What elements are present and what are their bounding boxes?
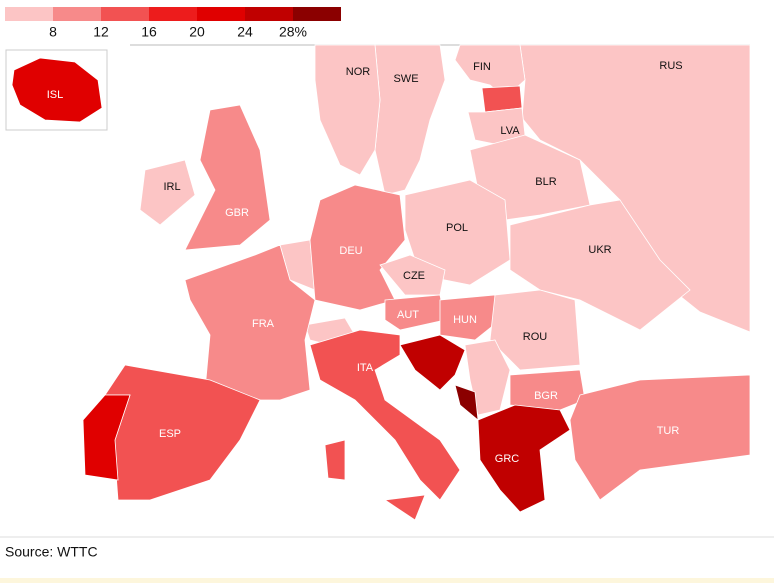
country-label: FRA (252, 318, 275, 330)
country-shape (139, 159, 196, 226)
country-label: ISL (47, 89, 64, 101)
country-label: ESP (159, 428, 181, 440)
legend: 8 12 16 20 24 28% (5, 7, 341, 40)
legend-tick-label: 24 (237, 24, 253, 40)
country-label: HUN (453, 314, 477, 326)
country-shape (324, 439, 346, 481)
legend-tick-label: 16 (141, 24, 157, 40)
legend-swatch (197, 7, 245, 21)
country-shape (489, 289, 581, 371)
country-shape (82, 394, 131, 481)
country-shape (314, 44, 381, 176)
country-label: DEU (339, 245, 362, 257)
legend-swatch (149, 7, 197, 21)
country-label: NOR (346, 66, 371, 78)
country-shape (11, 57, 103, 123)
country-label: AUT (397, 309, 419, 321)
country-label: ROU (523, 331, 548, 343)
country-shape (184, 244, 316, 401)
legend-swatch (101, 7, 149, 21)
country-label: GRC (495, 453, 520, 465)
country-shape (569, 374, 751, 501)
country-label: POL (446, 222, 468, 234)
country-shape (383, 494, 426, 521)
country-shape (481, 85, 523, 113)
legend-tick-label: 20 (189, 24, 205, 40)
country-label: RUS (659, 60, 682, 72)
country-shape (509, 199, 691, 331)
country-shape (384, 294, 446, 331)
country-label: LVA (500, 125, 520, 137)
country-shape (309, 329, 461, 501)
country-shape (439, 294, 501, 341)
country-shape (309, 184, 406, 311)
country-shape (477, 404, 571, 513)
legend-tick-label: 12 (93, 24, 109, 40)
country-shape (184, 104, 271, 251)
country-shape (399, 334, 466, 391)
labels: ISL NOR SWE FIN RUS LVA BLR IRL GBR DEU … (47, 60, 683, 465)
country-shape (374, 44, 446, 196)
country-label: UKR (588, 244, 611, 256)
legend-tick-label: 8 (49, 24, 57, 40)
country-label: TUR (657, 425, 680, 437)
legend-swatch (293, 7, 341, 21)
country-label: CZE (403, 270, 425, 282)
country-label: SWE (393, 73, 418, 85)
legend-swatch (5, 7, 53, 21)
country-label: ITA (357, 362, 374, 374)
legend-swatch (53, 7, 101, 21)
footer-strip (0, 578, 774, 583)
legend-tick-label: 28% (279, 24, 307, 40)
country-label: GBR (225, 207, 249, 219)
country-label: FIN (473, 61, 491, 73)
map (5, 44, 751, 521)
legend-swatch (245, 7, 293, 21)
country-label: IRL (163, 181, 180, 193)
country-shape (509, 369, 586, 411)
source: Source: WTTC (5, 544, 98, 560)
country-shape (379, 254, 446, 296)
country-label: BGR (534, 390, 558, 402)
country-shape (464, 339, 511, 416)
country-shape (404, 179, 511, 286)
country-label: BLR (535, 176, 556, 188)
